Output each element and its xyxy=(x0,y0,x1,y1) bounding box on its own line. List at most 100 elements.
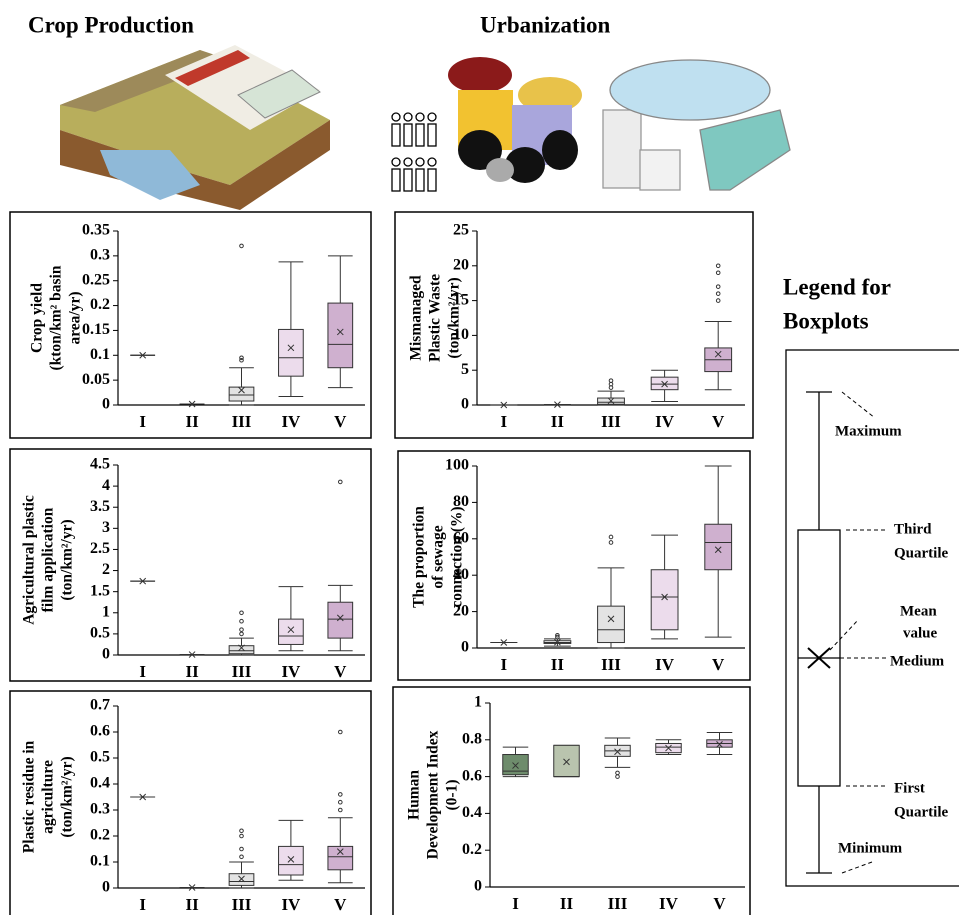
outlier xyxy=(716,299,720,303)
panel-frames xyxy=(10,212,753,915)
box xyxy=(490,402,517,408)
x-tick-label: II xyxy=(560,894,574,913)
y-axis-label: agriculture xyxy=(40,760,57,834)
box xyxy=(554,745,580,776)
outlier xyxy=(716,292,720,296)
y-axis-label: Development Index xyxy=(425,730,442,859)
y-tick-label: 0 xyxy=(474,878,482,895)
x-tick-label: V xyxy=(712,655,725,674)
x-tick-label: III xyxy=(601,655,621,674)
y-tick-label: 0.1 xyxy=(90,853,110,870)
x-tick-label: II xyxy=(551,412,565,431)
x-tick-label: I xyxy=(139,412,146,431)
box xyxy=(279,587,304,651)
y-tick-label: 100 xyxy=(445,457,469,474)
outlier xyxy=(616,775,620,779)
outlier xyxy=(616,771,620,775)
y-tick-label: 0 xyxy=(461,396,469,413)
legend-label: Maximum xyxy=(835,423,902,439)
x-tick-label: IV xyxy=(655,655,675,674)
y-axis-label: Plastic Waste xyxy=(427,274,444,362)
box-body xyxy=(229,646,254,654)
box xyxy=(229,244,254,405)
y-tick-label: 0.4 xyxy=(90,775,110,792)
box xyxy=(656,740,682,755)
outlier xyxy=(716,285,720,289)
y-axis-label: connection (%) xyxy=(449,506,466,607)
x-tick-label: IV xyxy=(281,662,301,681)
x-tick-label: I xyxy=(500,412,507,431)
outlier xyxy=(609,541,613,545)
y-axis-label: Crop yield xyxy=(29,283,46,353)
outlier xyxy=(339,808,343,812)
box-body xyxy=(229,387,254,401)
box xyxy=(598,535,625,648)
box xyxy=(180,652,205,658)
outlier xyxy=(240,244,244,248)
x-tick-label: III xyxy=(232,662,252,681)
outlier xyxy=(240,619,244,623)
outlier xyxy=(240,356,244,360)
x-tick-label: V xyxy=(712,412,725,431)
box-body xyxy=(328,602,353,638)
box xyxy=(328,256,353,388)
y-tick-label: 0.25 xyxy=(82,271,110,288)
box xyxy=(605,738,631,778)
y-tick-label: 0.6 xyxy=(462,767,482,784)
box-body xyxy=(503,755,529,775)
outlier xyxy=(339,793,343,797)
x-tick-label: II xyxy=(551,655,565,674)
y-axis-label: Agricultural plastic xyxy=(21,495,38,625)
x-tick-label: IV xyxy=(281,412,301,431)
box xyxy=(651,370,678,401)
y-tick-label: 25 xyxy=(453,222,469,239)
outlier xyxy=(339,800,343,804)
y-axis-label: Mismanaged xyxy=(408,275,425,361)
box xyxy=(328,480,353,651)
box xyxy=(544,633,571,646)
y-tick-label: 0.8 xyxy=(462,730,482,747)
y-tick-label: 0.1 xyxy=(90,346,110,363)
legend-label: Mean xyxy=(900,603,937,619)
box xyxy=(279,820,304,880)
legend-label: Quartile xyxy=(894,545,948,561)
y-axis-label: film application xyxy=(40,507,57,612)
y-tick-label: 4 xyxy=(102,477,110,494)
x-tick-label: III xyxy=(601,412,621,431)
y-tick-label: 4.5 xyxy=(90,456,110,473)
y-tick-label: 0.3 xyxy=(90,247,110,264)
y-axis-label: of sewage xyxy=(430,525,447,588)
y-axis-label: (ton/km²/yr) xyxy=(59,519,76,600)
box-body xyxy=(554,745,580,776)
box xyxy=(130,352,155,358)
y-axis-label: (kton/km² basin xyxy=(48,265,65,370)
box xyxy=(705,466,732,637)
y-axis-label: The proportion xyxy=(411,506,428,608)
y-tick-label: 0.15 xyxy=(82,321,110,338)
legend-label: Third xyxy=(894,521,932,537)
box-body xyxy=(279,846,304,875)
box xyxy=(229,829,254,888)
box xyxy=(707,732,733,754)
x-tick-label: V xyxy=(334,662,347,681)
y-axis-label: Plastic residue in xyxy=(21,740,38,853)
x-tick-label: I xyxy=(512,894,519,913)
y-tick-label: 3 xyxy=(102,519,110,536)
x-tick-label: III xyxy=(232,412,252,431)
y-tick-label: 3.5 xyxy=(90,498,110,515)
box xyxy=(598,379,625,405)
y-tick-label: 0 xyxy=(461,639,469,656)
box xyxy=(180,401,205,407)
y-tick-label: 1 xyxy=(102,603,110,620)
y-tick-label: 0.35 xyxy=(82,222,110,239)
x-tick-label: III xyxy=(608,894,628,913)
legend-label: value xyxy=(903,625,938,641)
y-tick-label: 20 xyxy=(453,256,469,273)
x-tick-label: V xyxy=(713,894,726,913)
box-body xyxy=(279,329,304,376)
box xyxy=(279,262,304,397)
box xyxy=(328,730,353,883)
y-tick-label: 2 xyxy=(102,561,110,578)
outlier xyxy=(240,829,244,833)
outlier xyxy=(609,535,613,539)
